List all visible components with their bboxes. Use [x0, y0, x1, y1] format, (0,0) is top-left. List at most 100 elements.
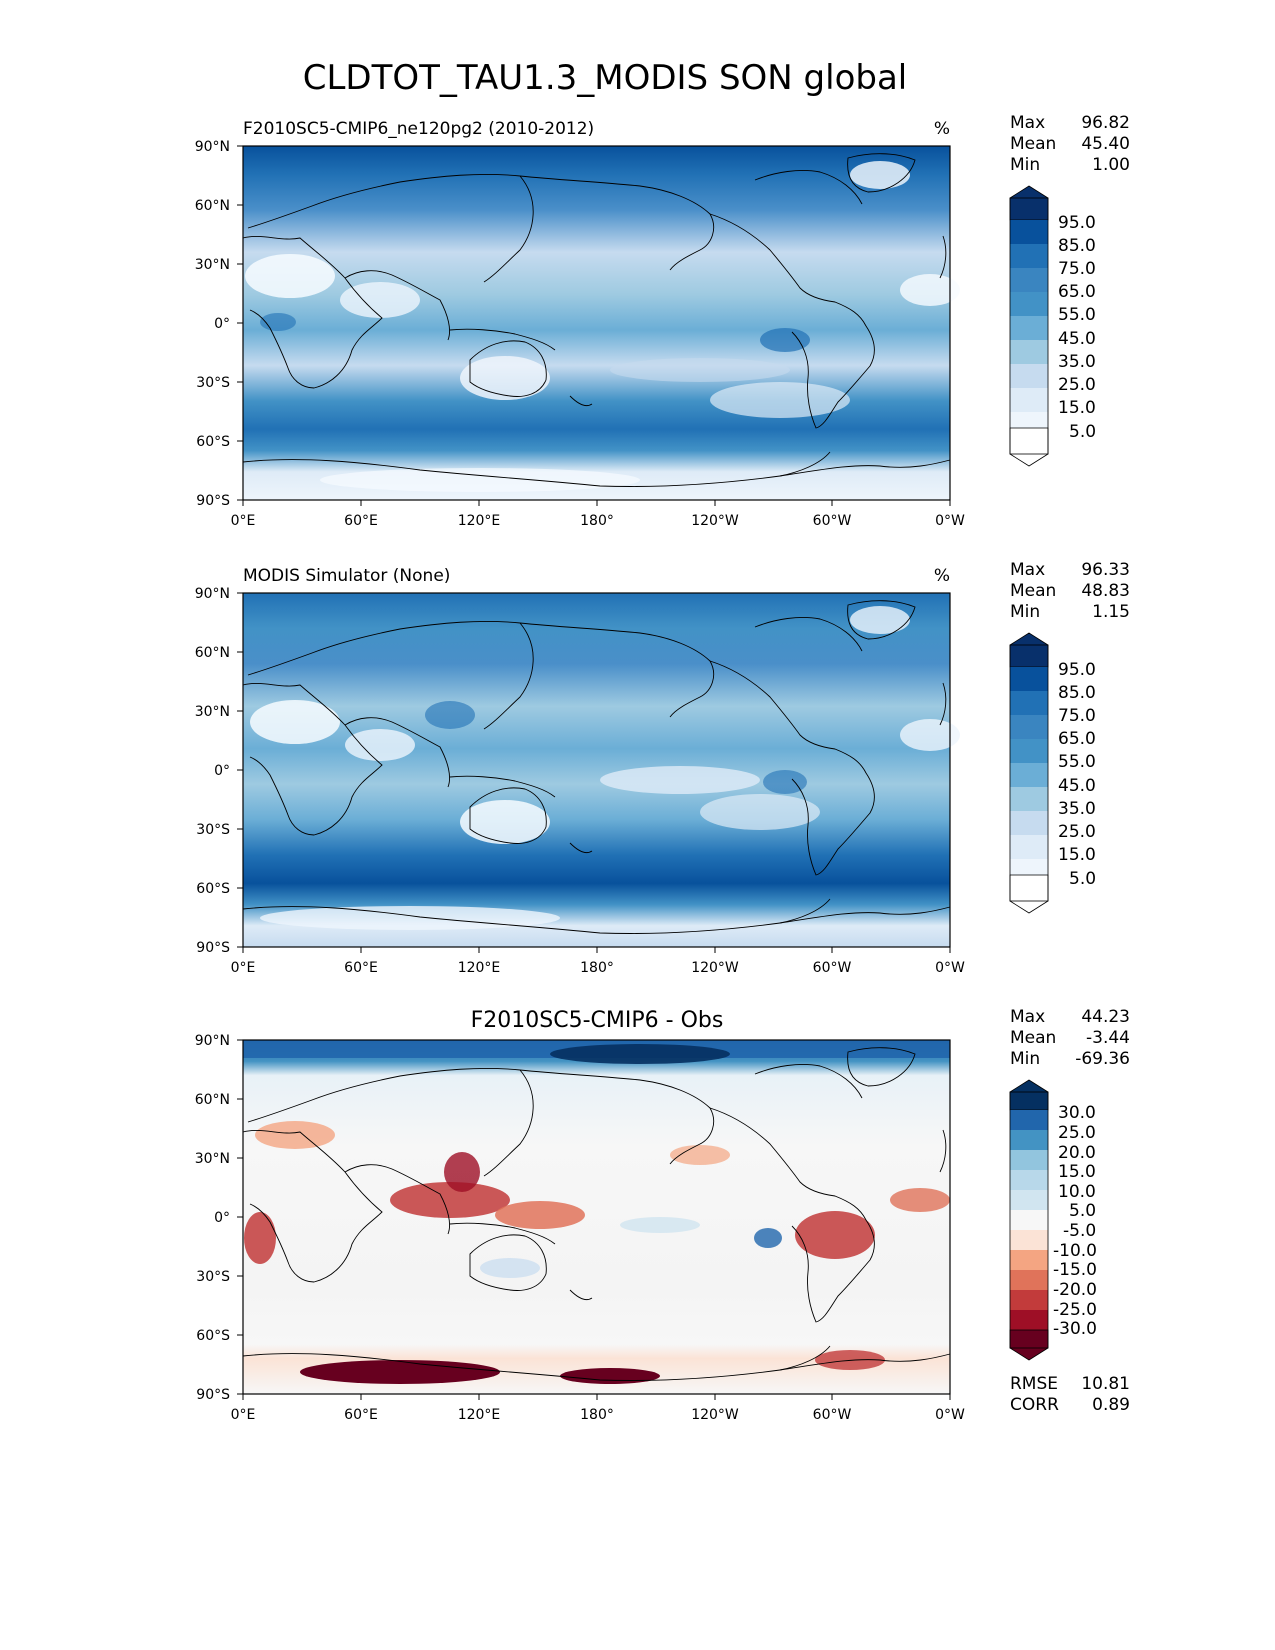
- lat-tick-label: 60°N: [195, 645, 230, 661]
- lat-tick-label: 60°S: [196, 434, 230, 450]
- stat-label: Min: [1010, 602, 1040, 622]
- lat-tick-label: 30°S: [196, 1269, 230, 1285]
- stat-label: Mean: [1010, 134, 1056, 154]
- colorbar-label: 95.0: [1058, 660, 1096, 680]
- lon-tick-label: 60°W: [813, 513, 852, 529]
- stat-value: 44.23: [1081, 1007, 1130, 1027]
- lon-tick-label: 0°E: [231, 960, 256, 976]
- stat-label: Max: [1010, 113, 1045, 133]
- stat-value: -69.36: [1075, 1049, 1130, 1069]
- error-stats: RMSE 10.81 CORR 0.89: [1010, 1374, 1130, 1415]
- lon-tick-label: 120°W: [691, 1407, 739, 1423]
- colorbar-label: 45.0: [1058, 776, 1096, 796]
- panel-difference: F2010SC5-CMIP6 - Obs: [195, 1007, 1130, 1423]
- lat-tick-label: 60°S: [196, 881, 230, 897]
- colorbar-label: -20.0: [1053, 1280, 1097, 1300]
- lat-tick-label: 0°: [214, 1210, 230, 1226]
- stat-label: Mean: [1010, 1028, 1056, 1048]
- lat-axis: 90°N 60°N 30°N 0° 30°S 60°S 90°S: [195, 586, 243, 956]
- lon-axis: 0°E 60°E 120°E 180° 120°W 60°W 0°W: [231, 500, 965, 529]
- colorbar-label: 35.0: [1058, 799, 1096, 819]
- map-field: [243, 146, 960, 500]
- lat-tick-label: 60°S: [196, 1328, 230, 1344]
- stat-value: 96.82: [1081, 113, 1130, 133]
- colorbar-label: 55.0: [1058, 752, 1096, 772]
- colorbar: 30.0 25.0 20.0 15.0 10.0 5.0 -5.0 -10.0 …: [1009, 1079, 1097, 1361]
- stat-value: 1.00: [1092, 155, 1130, 175]
- colorbar: 95.0 85.0 75.0 65.0 55.0 45.0 35.0 25.0 …: [1009, 185, 1096, 467]
- colorbar-label: 85.0: [1058, 236, 1096, 256]
- colorbar-label: 5.0: [1069, 869, 1096, 889]
- stats-box: Max 96.33 Mean 48.83 Min 1.15: [1010, 560, 1130, 622]
- colorbar-label: -25.0: [1053, 1300, 1097, 1320]
- lat-tick-label: 90°S: [196, 1387, 230, 1403]
- stat-value: -3.44: [1086, 1028, 1130, 1048]
- figure-title: CLDTOT_TAU1.3_MODIS SON global: [303, 58, 907, 98]
- map-field: [243, 1040, 950, 1394]
- lon-tick-label: 120°E: [458, 960, 501, 976]
- colorbar-label: 25.0: [1058, 822, 1096, 842]
- colorbar-label: -30.0: [1053, 1319, 1097, 1339]
- lat-axis: 90°N 60°N 30°N 0° 30°S 60°S 90°S: [195, 1033, 243, 1403]
- lat-tick-label: 30°N: [195, 704, 230, 720]
- lon-tick-label: 0°E: [231, 513, 256, 529]
- coastlines: [242, 600, 951, 934]
- colorbar-label: -10.0: [1053, 1241, 1097, 1261]
- lon-tick-label: 180°: [580, 513, 614, 529]
- colorbar-label: 95.0: [1058, 213, 1096, 233]
- panel-units: %: [934, 119, 950, 139]
- panel-center-title: F2010SC5-CMIP6 - Obs: [471, 1008, 724, 1033]
- panel-observations: MODIS Simulator (None) %: [195, 560, 1130, 976]
- lat-tick-label: 90°S: [196, 493, 230, 509]
- lon-tick-label: 60°E: [344, 1407, 378, 1423]
- colorbar-label: 10.0: [1058, 1182, 1096, 1202]
- panel-left-title: F2010SC5-CMIP6_ne120pg2 (2010-2012): [243, 119, 594, 139]
- stat-value: 1.15: [1092, 602, 1130, 622]
- stat-value: 10.81: [1081, 1374, 1130, 1394]
- stat-value: 96.33: [1081, 560, 1130, 580]
- lat-tick-label: 30°N: [195, 257, 230, 273]
- lon-axis: 0°E 60°E 120°E 180° 120°W 60°W 0°W: [231, 947, 965, 976]
- lon-tick-label: 60°W: [813, 1407, 852, 1423]
- lon-tick-label: 0°W: [935, 513, 965, 529]
- lon-tick-label: 120°W: [691, 960, 739, 976]
- stat-value: 48.83: [1081, 581, 1130, 601]
- lon-tick-label: 0°E: [231, 1407, 256, 1423]
- colorbar-label: 30.0: [1058, 1103, 1096, 1123]
- lon-tick-label: 180°: [580, 960, 614, 976]
- lon-tick-label: 60°E: [344, 960, 378, 976]
- colorbar-label: 25.0: [1058, 375, 1096, 395]
- colorbar-label: 5.0: [1069, 1201, 1096, 1221]
- colorbar-label: -5.0: [1063, 1221, 1096, 1241]
- stat-value: 45.40: [1081, 134, 1130, 154]
- lon-tick-label: 60°W: [813, 960, 852, 976]
- stat-label: Mean: [1010, 581, 1056, 601]
- panel-left-title: MODIS Simulator (None): [243, 566, 450, 586]
- stat-label: Max: [1010, 560, 1045, 580]
- colorbar: 95.0 85.0 75.0 65.0 55.0 45.0 35.0 25.0 …: [1009, 632, 1096, 914]
- lon-tick-label: 120°W: [691, 513, 739, 529]
- stat-label: Min: [1010, 1049, 1040, 1069]
- lat-tick-label: 90°N: [195, 139, 230, 155]
- lat-axis: 90°N 60°N 30°N 0° 30°S 60°S 90°S: [195, 139, 243, 509]
- colorbar-label: 85.0: [1058, 683, 1096, 703]
- coastlines: [242, 153, 951, 487]
- colorbar-label: 15.0: [1058, 1162, 1096, 1182]
- stat-label: Max: [1010, 1007, 1045, 1027]
- lat-tick-label: 90°S: [196, 940, 230, 956]
- coastlines: [242, 1047, 951, 1381]
- colorbar-label: 45.0: [1058, 329, 1096, 349]
- lon-tick-label: 120°E: [458, 513, 501, 529]
- colorbar-label: 65.0: [1058, 729, 1096, 749]
- lon-tick-label: 180°: [580, 1407, 614, 1423]
- lat-tick-label: 30°N: [195, 1151, 230, 1167]
- lat-tick-label: 90°N: [195, 1033, 230, 1049]
- colorbar-label: 15.0: [1058, 845, 1096, 865]
- colorbar-label: 65.0: [1058, 282, 1096, 302]
- lat-tick-label: 60°N: [195, 1092, 230, 1108]
- colorbar-label: -15.0: [1053, 1260, 1097, 1280]
- colorbar-label: 55.0: [1058, 305, 1096, 325]
- colorbar-label: 75.0: [1058, 259, 1096, 279]
- colorbar-label: 20.0: [1058, 1143, 1096, 1163]
- map-field: [243, 593, 960, 947]
